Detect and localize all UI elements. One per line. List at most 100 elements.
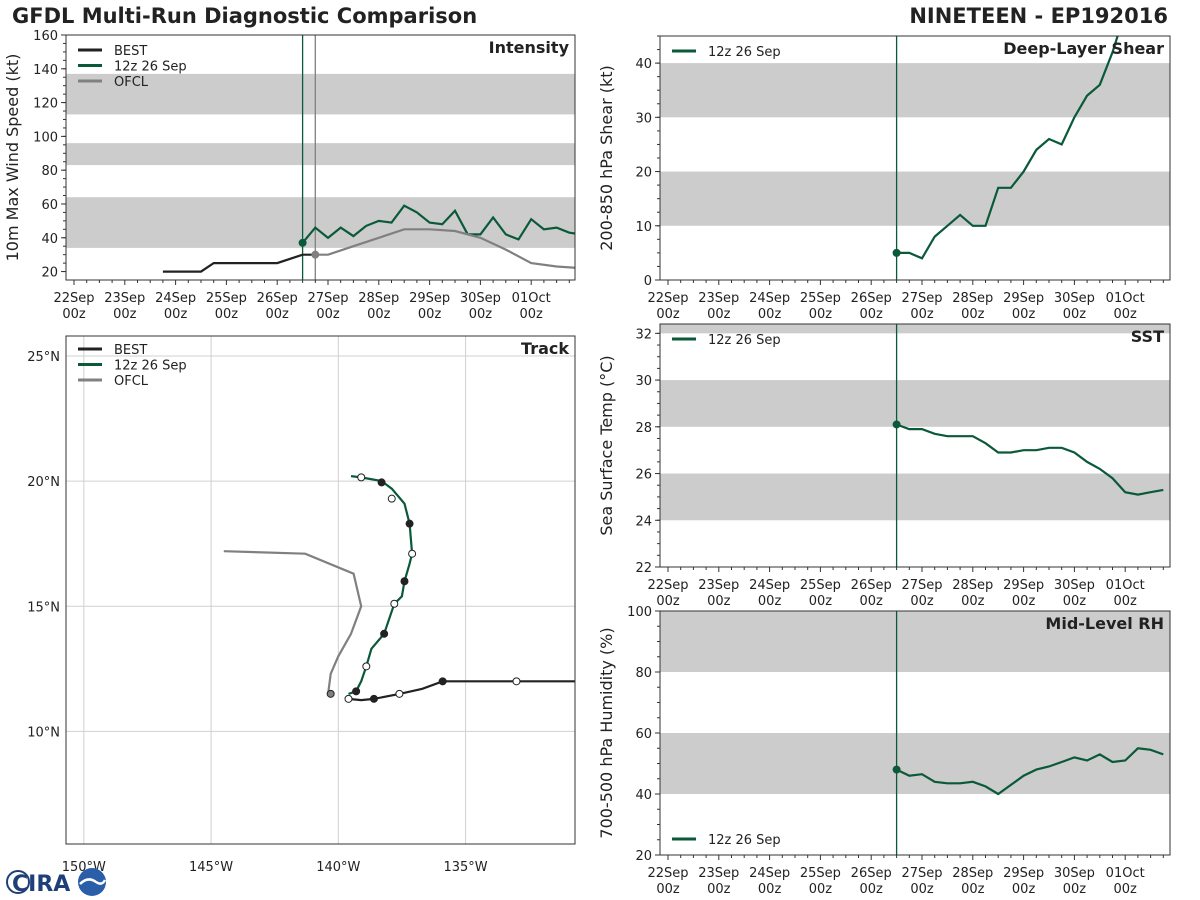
x-tick-date: 27Sep [901, 291, 942, 306]
series-marker [892, 248, 901, 257]
legend-label: 12z 26 Sep [708, 333, 781, 348]
x-tick-date: 22Sep [647, 578, 688, 593]
lat-tick-label: 25°N [27, 350, 60, 365]
y-tick-label: 28 [635, 421, 652, 436]
x-tick-hour: 00z [961, 882, 985, 897]
panel-intensity: 2040608010012014016022Sep00z23Sep00z24Se… [3, 29, 576, 322]
y-axis-label: Sea Surface Temp (°C) [597, 355, 616, 535]
track-marker [512, 677, 521, 686]
y-tick-label: 32 [635, 327, 652, 342]
x-tick-hour: 00z [758, 307, 782, 322]
track-marker [395, 689, 404, 698]
panel-sst: 22242628303222Sep00z23Sep00z24Sep00z25Se… [597, 323, 1171, 609]
x-tick-date: 24Sep [749, 291, 790, 306]
x-tick-date: 01Oct [1106, 291, 1145, 306]
x-tick-hour: 00z [1114, 594, 1138, 609]
x-tick-hour: 00z [910, 882, 934, 897]
y-tick-label: 40 [635, 57, 652, 72]
series-marker [892, 765, 901, 774]
threshold-band-0 [66, 197, 575, 248]
y-tick-label: 60 [41, 198, 58, 213]
y-tick-label: 20 [635, 166, 652, 181]
y-tick-label: 100 [33, 130, 58, 145]
legend-label: 12z 26 Sep [114, 359, 187, 374]
track-marker [369, 694, 378, 703]
x-tick-date: 23Sep [104, 291, 145, 306]
x-tick-hour: 00z [860, 594, 884, 609]
x-tick-hour: 00z [469, 307, 493, 322]
panel-title: Intensity [489, 38, 570, 57]
x-tick-hour: 00z [1063, 594, 1087, 609]
y-tick-label: 24 [635, 514, 652, 529]
track-marker [387, 494, 396, 503]
threshold-band-2 [66, 73, 575, 115]
x-tick-hour: 00z [656, 594, 680, 609]
x-tick-date: 23Sep [698, 291, 739, 306]
x-tick-date: 22Sep [647, 291, 688, 306]
x-tick-hour: 00z [656, 882, 680, 897]
x-tick-hour: 00z [62, 307, 86, 322]
x-tick-date: 30Sep [1054, 866, 1095, 881]
legend-label: 12z 26 Sep [708, 45, 781, 60]
threshold-band-1 [660, 63, 1170, 118]
x-tick-date: 25Sep [206, 291, 247, 306]
track-marker [380, 629, 389, 638]
x-tick-hour: 00z [656, 307, 680, 322]
x-tick-hour: 00z [113, 307, 137, 322]
panel-track: 150°W 145°W 140°W 135°W10°N15°N20°N25°N Trac… [27, 335, 576, 875]
x-tick-hour: 00z [1114, 882, 1138, 897]
y-tick-label: 140 [33, 63, 58, 78]
track-marker [438, 677, 447, 686]
track-marker [326, 689, 335, 698]
y-tick-label: 100 [627, 605, 652, 620]
legend-label: OFCL [114, 75, 149, 90]
x-tick-hour: 00z [367, 307, 391, 322]
series-line-12z-26-sep [896, 423, 1164, 496]
y-tick-label: 22 [635, 561, 652, 576]
x-tick-date: 01Oct [512, 291, 551, 306]
x-tick-hour: 00z [418, 307, 442, 322]
x-tick-hour: 00z [910, 307, 934, 322]
x-tick-hour: 00z [758, 882, 782, 897]
x-tick-date: 29Sep [1003, 578, 1044, 593]
y-tick-label: 20 [41, 266, 58, 281]
x-tick-hour: 00z [215, 307, 239, 322]
legend-label: BEST [114, 343, 147, 358]
logo-wave-icon [79, 878, 107, 885]
x-tick-hour: 00z [707, 882, 731, 897]
x-tick-date: 27Sep [901, 866, 942, 881]
x-tick-date: 25Sep [800, 291, 841, 306]
y-tick-label: 80 [41, 164, 58, 179]
series-line-ofcl [315, 228, 575, 269]
panel-title: Track [521, 339, 569, 358]
threshold-band-1 [66, 143, 575, 166]
y-tick-label: 20 [635, 849, 652, 864]
x-tick-date: 24Sep [749, 578, 790, 593]
panel-rh: 2040608010022Sep00z23Sep00z24Sep00z25Sep… [597, 605, 1171, 897]
axes-frame [65, 335, 576, 845]
y-tick-label: 120 [33, 97, 58, 112]
x-tick-hour: 00z [860, 882, 884, 897]
track-line-12z-26-sep [348, 475, 414, 695]
x-tick-date: 27Sep [901, 578, 942, 593]
track-marker [405, 519, 414, 528]
x-tick-hour: 00z [961, 594, 985, 609]
panel-title: SST [1131, 327, 1164, 346]
x-tick-hour: 00z [707, 307, 731, 322]
y-tick-label: 10 [635, 220, 652, 235]
x-tick-date: 24Sep [749, 866, 790, 881]
x-tick-hour: 00z [1012, 307, 1036, 322]
x-tick-hour: 00z [316, 307, 340, 322]
panel-title: Mid-Level RH [1045, 614, 1164, 633]
x-tick-date: 01Oct [1106, 578, 1145, 593]
lon-tick-label: 135°W [443, 860, 487, 875]
lon-tick-label: 140°W [316, 860, 360, 875]
x-tick-hour: 00z [758, 594, 782, 609]
threshold-band-2 [660, 324, 1170, 334]
lat-tick-label: 10°N [27, 725, 60, 740]
y-tick-label: 0 [644, 274, 652, 289]
x-tick-hour: 00z [809, 307, 833, 322]
track-marker [390, 599, 399, 608]
y-tick-label: 60 [635, 727, 652, 742]
x-tick-date: 26Sep [851, 291, 892, 306]
